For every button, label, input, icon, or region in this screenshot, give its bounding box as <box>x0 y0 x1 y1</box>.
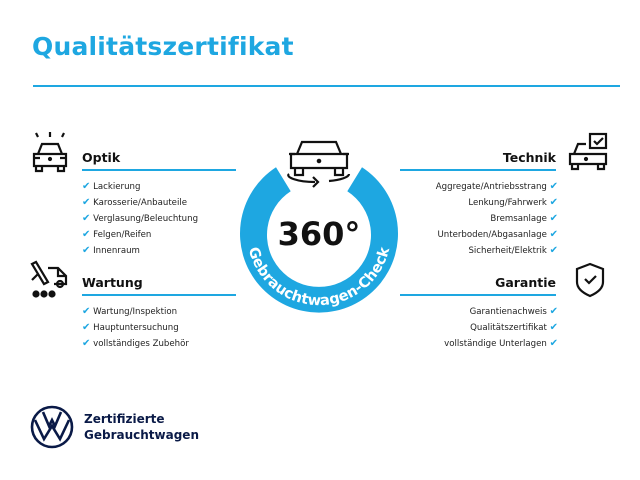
technik-divider <box>400 169 556 171</box>
ring <box>240 167 398 313</box>
section-title-wartung: Wartung <box>82 275 143 290</box>
list-item: ✔ vollständiges Zubehör <box>82 338 189 349</box>
brand-text: Zertifizierte Gebrauchtwagen <box>84 412 199 442</box>
degrees-label: 360° <box>278 215 361 253</box>
list-item: Unterboden/Abgasanlage ✔ <box>437 229 559 240</box>
list-item: Qualitätszertifikat ✔ <box>470 322 558 333</box>
list-item: ✔ Lackierung <box>82 181 141 192</box>
check-icon: ✔ <box>549 181 558 192</box>
wartung-list: ✔ Wartung/Inspektion ✔ Hauptuntersuchung… <box>82 304 189 352</box>
check-icon: ✔ <box>549 322 558 333</box>
check-icon: ✔ <box>82 245 91 256</box>
check-icon: ✔ <box>82 213 91 224</box>
vw-logo-icon <box>30 405 74 449</box>
optik-list: ✔ Lackierung ✔ Karosserie/Anbauteile ✔ V… <box>82 179 198 259</box>
list-item: Garantienachweis ✔ <box>469 306 558 317</box>
car-rotate-icon <box>287 140 351 188</box>
check-360-badge: Gebrauchtwagen-Check 360° <box>240 140 398 313</box>
list-item: ✔ Felgen/Reifen <box>82 229 152 240</box>
check-icon: ✔ <box>549 229 558 240</box>
check-icon: ✔ <box>549 197 558 208</box>
technik-list: Aggregate/Antriebsstrang ✔ Lenkung/Fahrw… <box>436 179 558 259</box>
check-icon: ✔ <box>82 338 91 349</box>
list-item: Lenkung/Fahrwerk ✔ <box>468 197 558 208</box>
garantie-list: Garantienachweis ✔ Qualitätszertifikat ✔… <box>444 304 558 352</box>
list-item: Bremsanlage ✔ <box>490 213 558 224</box>
page-title: Qualitätszertifikat <box>32 32 294 61</box>
check-icon: ✔ <box>549 306 558 317</box>
list-item: ✔ Verglasung/Beleuchtung <box>82 213 199 224</box>
car-light-icon <box>32 132 68 173</box>
shield-check-icon <box>575 262 605 298</box>
check-icon: ✔ <box>82 197 91 208</box>
check-icon: ✔ <box>549 213 558 224</box>
list-item: ✔ Wartung/Inspektion <box>82 306 178 317</box>
section-title-technik: Technik <box>502 150 556 165</box>
check-icon: ✔ <box>82 229 91 240</box>
check-icon: ✔ <box>549 338 558 349</box>
list-item: ✔ Hauptuntersuchung <box>82 322 179 333</box>
list-item: Aggregate/Antriebsstrang ✔ <box>435 181 558 192</box>
wartung-divider <box>82 294 236 296</box>
section-title-garantie: Garantie <box>495 275 556 290</box>
section-title-optik: Optik <box>82 150 121 165</box>
garantie-divider <box>400 294 556 296</box>
list-item: ✔ Karosserie/Anbauteile <box>82 197 188 208</box>
optik-divider <box>82 169 236 171</box>
list-item: Sicherheit/Elektrik ✔ <box>468 245 558 256</box>
car-service-icon <box>30 260 68 298</box>
check-icon: ✔ <box>82 181 91 192</box>
car-check-icon <box>568 132 608 171</box>
check-icon: ✔ <box>549 245 558 256</box>
list-item: ✔ Innenraum <box>82 245 140 256</box>
title-divider <box>33 85 620 87</box>
check-icon: ✔ <box>82 322 91 333</box>
list-item: vollständige Unterlagen ✔ <box>444 338 558 349</box>
check-icon: ✔ <box>82 306 91 317</box>
